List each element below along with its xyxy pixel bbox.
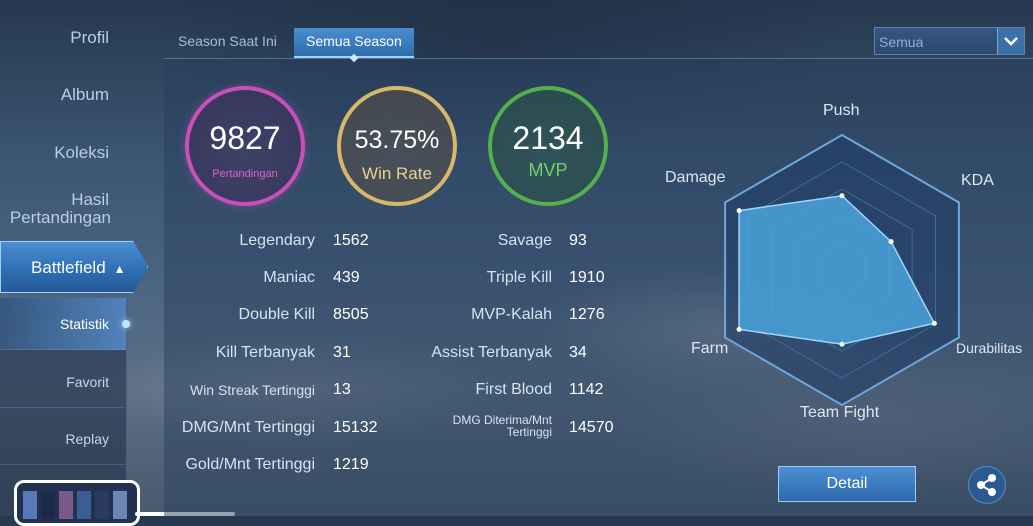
nav-item-album[interactable]: Album: [60, 85, 109, 104]
stat-value-gold-mnt: 1219: [333, 456, 369, 473]
win-rate-circle: 53.75% Win Rate: [337, 86, 457, 206]
matches-circle: 9827 Pertandingan: [185, 86, 305, 206]
stat-value-dmg-mnt: 15132: [333, 419, 378, 436]
stat-label-triple-kill: Triple Kill: [486, 269, 552, 286]
radar-point-durabilitas: [931, 320, 937, 326]
stat-label-win-streak: Win Streak Tertinggi: [189, 382, 315, 398]
season-filter-dropdown[interactable]: Semua: [874, 27, 1025, 55]
radar-label-team-fight: Team Fight: [800, 404, 880, 421]
radar-point-farm: [736, 326, 742, 332]
share-button[interactable]: [968, 466, 1006, 504]
stat-value-mvp-kalah: 1276: [569, 306, 605, 323]
radar-point-push: [839, 193, 845, 199]
stat-label-dmg-mnt: DMG/Mnt Tertinggi: [181, 419, 315, 436]
nav-item-koleksi[interactable]: Koleksi: [54, 143, 109, 162]
performance-radar: [680, 95, 1020, 425]
stat-label-assist-terbanyak: Assist Terbanyak: [431, 344, 552, 361]
nav-item-hasil-line2: Pertandingan: [9, 208, 111, 227]
subnav-item-favorit[interactable]: Favorit: [0, 356, 126, 408]
radar-svg: [724, 133, 960, 407]
stat-value-dmg-diterima: 14570: [569, 419, 614, 436]
stat-value-first-blood: 1142: [569, 381, 604, 398]
stat-label-double-kill: Double Kill: [238, 306, 315, 323]
battlefield-subnav: Statistik Favorit Replay: [0, 298, 130, 516]
win-rate-label: Win Rate: [362, 164, 432, 183]
stat-value-legendary: 1562: [333, 232, 369, 249]
subnav-item-replay[interactable]: Replay: [0, 413, 126, 465]
stat-label-kill-terbanyak: Kill Terbanyak: [215, 344, 315, 361]
stat-label-legendary: Legendary: [239, 232, 315, 249]
radar-label-damage: Damage: [665, 169, 726, 186]
tab-semua-season-label: Semua Season: [306, 33, 402, 49]
radar-label-push: Push: [823, 102, 860, 119]
chevron-up-icon: ▲: [113, 262, 126, 276]
tab-season-saat-ini[interactable]: Season Saat Ini: [178, 33, 277, 49]
share-icon: [977, 474, 996, 496]
radar-label-farm: Farm: [691, 340, 729, 357]
radar-point-kda: [888, 239, 894, 245]
matches-label: Pertandingan: [212, 168, 278, 180]
radar-point-team-fight: [839, 341, 845, 347]
stat-value-win-streak: 13: [333, 381, 351, 398]
stat-label-first-blood: First Blood: [475, 381, 552, 398]
detail-button[interactable]: Detail: [778, 466, 916, 502]
hero-thumbnail-strip[interactable]: [14, 480, 140, 526]
stat-label-savage: Savage: [497, 232, 552, 249]
dropdown-value: Semua: [879, 34, 924, 50]
nav-item-hasil-pertandingan[interactable]: Hasil Pertandingan: [0, 191, 126, 227]
stat-label-maniac: Maniac: [263, 269, 315, 286]
active-indicator: [122, 320, 130, 328]
subnav-item-statistik[interactable]: Statistik: [0, 298, 130, 350]
tab-semua-season[interactable]: Semua Season: [294, 28, 414, 63]
stat-value-maniac: 439: [333, 269, 360, 286]
nav-item-battlefield[interactable]: Battlefield ▲: [0, 241, 148, 293]
stat-value-assist-terbanyak: 34: [569, 344, 587, 361]
mvp-circle: 2134 MVP: [488, 86, 608, 206]
stat-label-dmg-diterima: DMG Diterima/Mnt Tertinggi: [452, 413, 552, 439]
subnav-label-statistik: Statistik: [59, 316, 109, 332]
stat-label-mvp-kalah: MVP-Kalah: [471, 306, 552, 323]
side-nav: Profil Album Koleksi Hasil Pertandingan …: [0, 0, 150, 526]
stat-value-double-kill: 8505: [333, 306, 369, 323]
nav-item-profil[interactable]: Profil: [70, 28, 109, 47]
mvp-value: 2134: [512, 120, 584, 156]
stat-value-kill-terbanyak: 31: [333, 344, 351, 361]
radar-label-durabilitas: Durabilitas: [956, 340, 1023, 356]
nav-item-hasil-line1: Hasil: [71, 190, 109, 209]
mvp-label: MVP: [528, 160, 568, 180]
chevron-down-icon[interactable]: [997, 28, 1024, 54]
radar-label-kda: KDA: [961, 172, 994, 189]
overlay-strip: [135, 512, 235, 516]
stat-value-savage: 93: [569, 232, 587, 249]
win-rate-value: 53.75%: [354, 126, 440, 154]
battlefield-label: Battlefield: [31, 258, 106, 277]
stat-label-gold-mnt: Gold/Mnt Tertinggi: [185, 456, 315, 473]
matches-value: 9827: [209, 120, 281, 156]
stat-value-triple-kill: 1910: [569, 269, 605, 286]
radar-point-damage: [736, 208, 742, 214]
